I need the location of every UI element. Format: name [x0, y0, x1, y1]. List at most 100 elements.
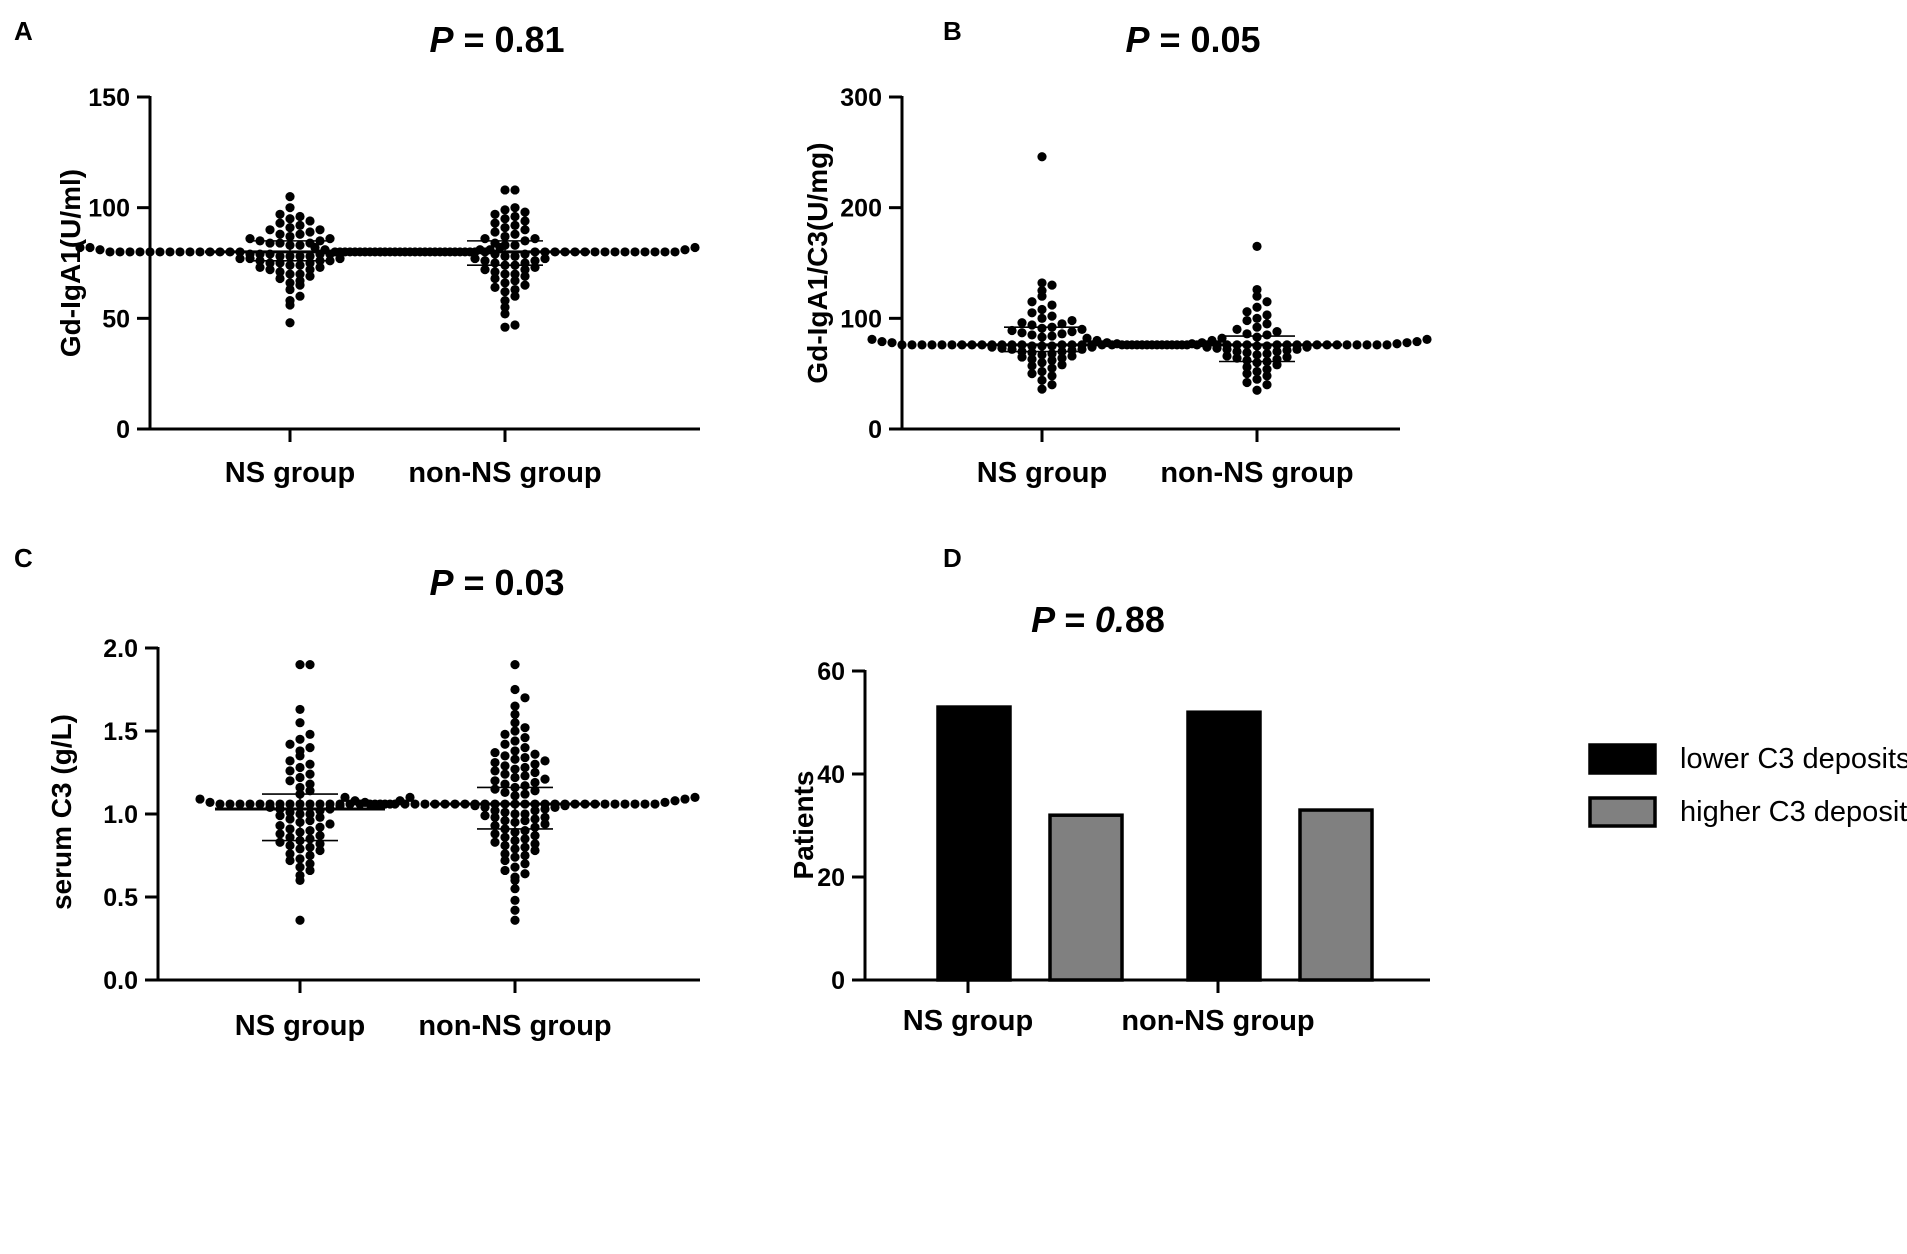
data-point	[285, 222, 295, 233]
data-point	[295, 291, 305, 301]
data-point	[490, 829, 500, 839]
data-point	[610, 799, 620, 809]
data-point	[1152, 340, 1162, 350]
data-point	[560, 801, 570, 811]
data-point	[927, 340, 937, 350]
data-point	[135, 247, 145, 257]
data-point	[295, 269, 305, 279]
data-point	[1132, 340, 1142, 350]
data-point	[500, 769, 510, 779]
data-point	[510, 709, 520, 720]
data-point	[510, 884, 520, 894]
data-point	[470, 801, 480, 811]
data-point	[275, 829, 285, 839]
data-point	[1047, 311, 1057, 321]
data-point	[305, 865, 315, 876]
data-point	[1067, 351, 1077, 361]
data-point	[330, 247, 340, 257]
data-point	[305, 834, 315, 844]
data-point	[405, 792, 415, 803]
data-point	[530, 749, 540, 759]
data-point	[305, 216, 315, 226]
data-point	[265, 802, 275, 812]
data-point	[1422, 334, 1432, 344]
data-point	[285, 832, 295, 842]
data-point	[510, 754, 520, 764]
data-point	[1027, 297, 1037, 307]
data-point	[490, 776, 500, 786]
data-point	[1252, 291, 1262, 301]
data-point	[1252, 284, 1262, 295]
data-point	[660, 247, 670, 257]
y-tick-label: 100	[88, 195, 130, 223]
data-point	[285, 318, 295, 328]
data-point	[1027, 369, 1037, 379]
data-point	[295, 251, 305, 261]
data-point	[410, 799, 420, 809]
data-point	[1232, 346, 1242, 357]
data-point	[1392, 339, 1402, 349]
data-point	[937, 340, 947, 350]
y-tick-label: 0	[868, 416, 882, 444]
data-point	[510, 660, 520, 670]
data-point	[480, 234, 490, 244]
data-point	[510, 736, 520, 746]
title-p-value: = 0.03	[453, 562, 564, 603]
title-p-value: = 0.81	[453, 19, 564, 60]
data-point	[690, 242, 700, 253]
data-point	[540, 812, 550, 822]
data-point	[1242, 362, 1252, 372]
data-point	[75, 242, 85, 253]
data-point	[500, 761, 510, 771]
data-point	[185, 247, 195, 257]
y-tick-label: 0.5	[103, 884, 138, 912]
data-point	[520, 816, 530, 826]
data-point	[520, 842, 530, 852]
data-point	[285, 192, 295, 202]
data-point	[1047, 300, 1057, 310]
data-point	[1057, 319, 1067, 329]
data-point	[590, 247, 600, 257]
data-point	[520, 771, 530, 781]
data-point	[490, 267, 500, 277]
data-point	[490, 258, 500, 268]
data-point	[490, 747, 500, 758]
data-point	[520, 762, 530, 773]
title-p-label: P	[429, 19, 454, 60]
data-point	[510, 764, 520, 774]
data-point	[1162, 340, 1172, 350]
data-point	[520, 809, 530, 819]
data-point	[510, 746, 520, 756]
data-point	[1027, 361, 1037, 371]
data-point	[165, 247, 175, 257]
data-point	[1232, 353, 1242, 363]
chart-title: P = 0.81	[429, 19, 564, 60]
data-point	[315, 262, 325, 273]
bar	[1186, 710, 1262, 982]
data-point	[1092, 335, 1102, 346]
data-point	[650, 247, 660, 257]
x-category-label: non-NS group	[408, 457, 601, 489]
data-point	[640, 247, 650, 257]
data-point	[295, 229, 305, 239]
y-tick-label: 50	[102, 305, 130, 333]
data-point	[510, 251, 520, 261]
data-point	[947, 340, 957, 350]
data-point	[1027, 330, 1037, 340]
data-point	[175, 247, 185, 257]
data-point	[285, 284, 295, 295]
data-point	[1242, 329, 1252, 339]
x-category-label: NS group	[977, 457, 1108, 489]
data-point	[360, 247, 370, 257]
chart-title: P = 0.03	[429, 562, 564, 603]
data-point	[295, 240, 305, 250]
data-point	[510, 827, 520, 837]
data-point	[325, 256, 335, 266]
y-tick-label: 1.0	[103, 801, 138, 829]
title-p-value: = 0.05	[1149, 19, 1260, 60]
data-point	[275, 218, 285, 228]
data-point	[315, 830, 325, 841]
data-point	[1017, 328, 1027, 338]
data-point	[1272, 360, 1282, 370]
data-point	[680, 245, 690, 255]
